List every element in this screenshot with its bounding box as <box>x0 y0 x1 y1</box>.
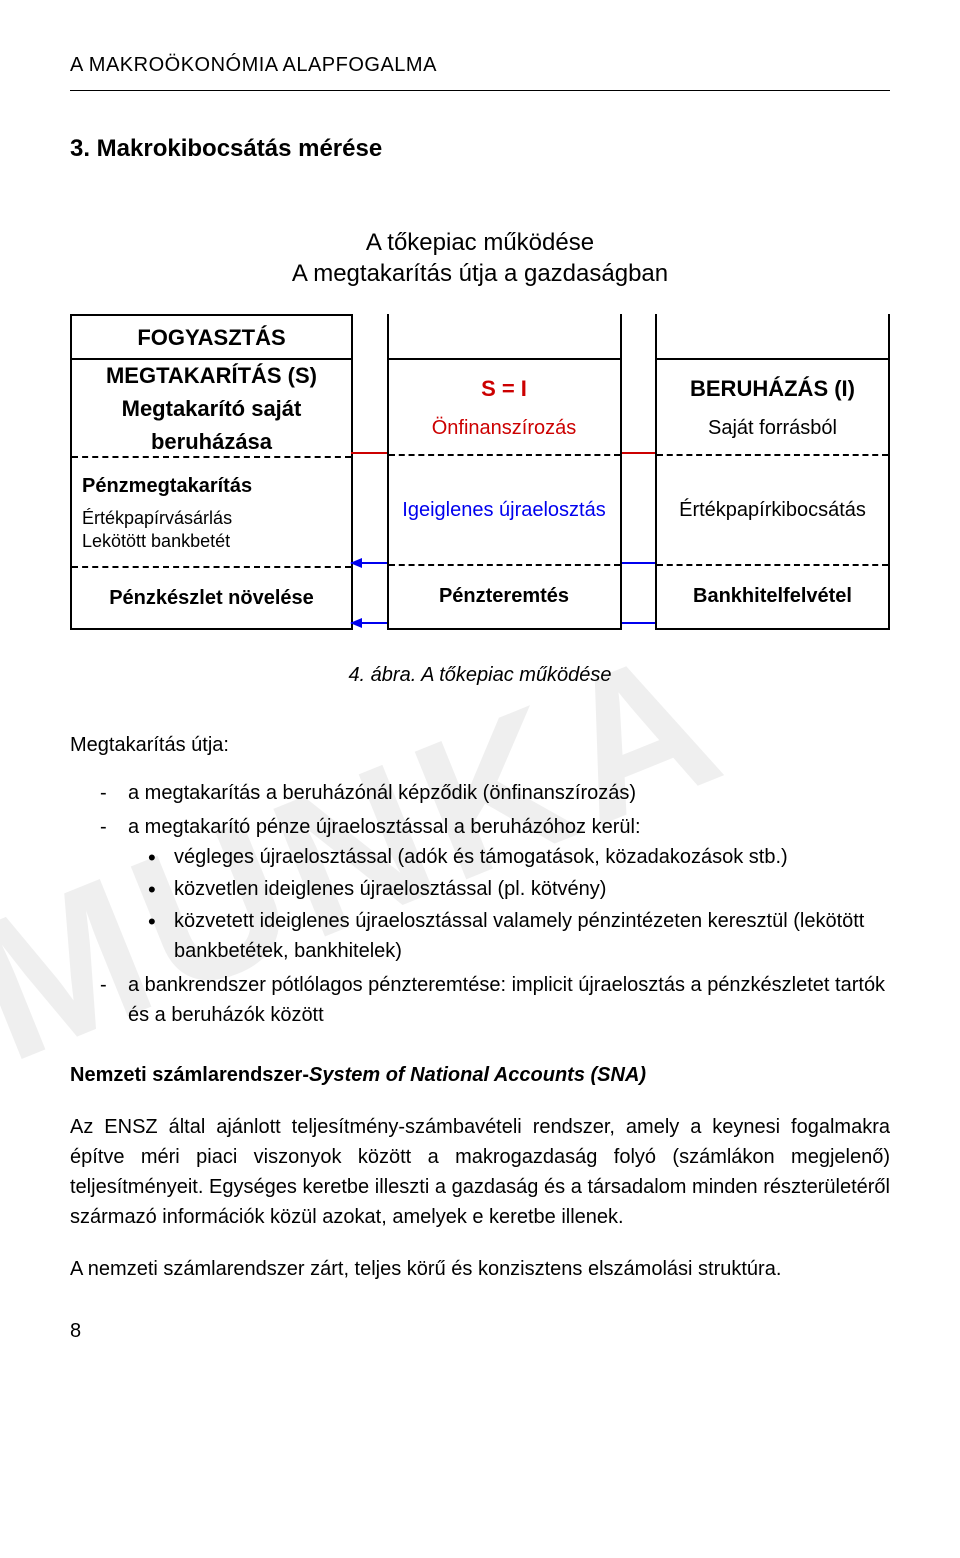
label-penzmegtakaritas: Pénzmegtakarítás <box>82 471 252 501</box>
savings-path-list: a megtakarítás a beruházónál képződik (ö… <box>100 778 890 1030</box>
list-item: közvetett ideiglenes újraelosztással val… <box>148 906 890 966</box>
list-item: közvetlen ideiglenes újraelosztással (pl… <box>148 874 890 904</box>
label-fogyasztas: FOGYASZTÁS <box>137 321 285 354</box>
diagram-col-mid: S = I Önfinanszírozás Igeiglenes újraelo… <box>387 314 622 630</box>
cell-right-row4: Bankhitelfelvétel <box>657 566 888 626</box>
cell-mid-row4: Pénzteremtés <box>389 566 620 626</box>
list-item: a bankrendszer pótlólagos pénzteremtése:… <box>100 970 890 1030</box>
cell-left-row3: Pénzmegtakarítás Értékpapírvásárlás Lekö… <box>72 458 351 568</box>
cell-right-row3: Értékpapírkibocsátás <box>657 456 888 566</box>
sna-heading-italic: System of National Accounts (SNA) <box>309 1064 646 1086</box>
cell-right-row2: BERUHÁZÁS (I) Saját forrásból <box>657 358 888 456</box>
list-item: a megtakarító pénze újraelosztással a be… <box>100 812 890 966</box>
section-title: 3. Makrokibocsátás mérése <box>70 131 890 167</box>
label-ertekpapirkibocsatas: Értékpapírkibocsátás <box>679 495 866 525</box>
sna-heading: Nemzeti számlarendszer-System of Nationa… <box>70 1060 890 1090</box>
sna-paragraph-2: A nemzeti számlarendszer zárt, teljes kö… <box>70 1254 890 1284</box>
diagram-col-left: FOGYASZTÁS MEGTAKARÍTÁS (S) Megtakarító … <box>70 314 353 630</box>
redistribution-sublist: végleges újraelosztással (adók és támoga… <box>148 842 890 966</box>
label-s-eq-i: S = I <box>481 372 527 405</box>
sna-paragraph-1: Az ENSZ által ajánlott teljesítmény-szám… <box>70 1112 890 1232</box>
list-item: a megtakarítás a beruházónál képződik (ö… <box>100 778 890 808</box>
sna-heading-bold: Nemzeti számlarendszer- <box>70 1064 309 1086</box>
label-penzkeszlet-novelese: Pénzkészlet növelése <box>109 583 314 613</box>
running-head: A MAKROÖKONÓMIA ALAPFOGALMA <box>70 50 890 91</box>
cell-mid-row3: Igeiglenes újraelosztás <box>389 456 620 566</box>
figure-caption: 4. ábra. A tőkepiac működése <box>70 660 890 690</box>
figure-title-line1: A tőkepiac működése <box>366 229 594 256</box>
page-number: 8 <box>70 1316 81 1346</box>
savings-path-lead: Megtakarítás útja: <box>70 730 890 760</box>
cell-mid-row2: S = I Önfinanszírozás <box>389 358 620 456</box>
diagram-col-right: BERUHÁZÁS (I) Saját forrásból Értékpapír… <box>655 314 890 630</box>
label-penzteremtes: Pénzteremtés <box>439 581 569 611</box>
figure-capital-market: A tőkepiac működése A megtakarítás útja … <box>70 227 890 690</box>
cell-left-row1: FOGYASZTÁS <box>72 316 351 360</box>
label-megtakaritas-s: MEGTAKARÍTÁS (S) <box>106 359 317 392</box>
label-ertekpapirvasarlas: Értékpapírvásárlás <box>82 507 232 530</box>
cell-left-row2: MEGTAKARÍTÁS (S) Megtakarító saját beruh… <box>72 360 351 458</box>
label-lekotott-bankbetet: Lekötött bankbetét <box>82 530 230 553</box>
figure-title: A tőkepiac működése A megtakarítás útja … <box>70 227 890 289</box>
label-ideiglenes-ujraelosztas: Igeiglenes újraelosztás <box>402 495 605 525</box>
list-item: végleges újraelosztással (adók és támoga… <box>148 842 890 872</box>
diagram-grid: FOGYASZTÁS MEGTAKARÍTÁS (S) Megtakarító … <box>70 314 890 630</box>
figure-title-line2: A megtakarítás útja a gazdaságban <box>292 260 668 287</box>
label-onfinanszirozas: Önfinanszírozás <box>432 413 577 443</box>
label-left-row2-l1: Megtakarító saját <box>122 392 302 425</box>
label-bankhitelfelvetel: Bankhitelfelvétel <box>693 581 852 611</box>
label-left-row2-l2: beruházása <box>151 425 272 458</box>
label-sajat-forrasbol: Saját forrásból <box>708 413 837 443</box>
label-beruhazas-i: BERUHÁZÁS (I) <box>690 372 855 405</box>
cell-right-row1 <box>657 314 888 358</box>
cell-left-row4: Pénzkészlet növelése <box>72 568 351 628</box>
list-item-text: a megtakarító pénze újraelosztással a be… <box>128 816 641 838</box>
cell-mid-row1 <box>389 314 620 358</box>
